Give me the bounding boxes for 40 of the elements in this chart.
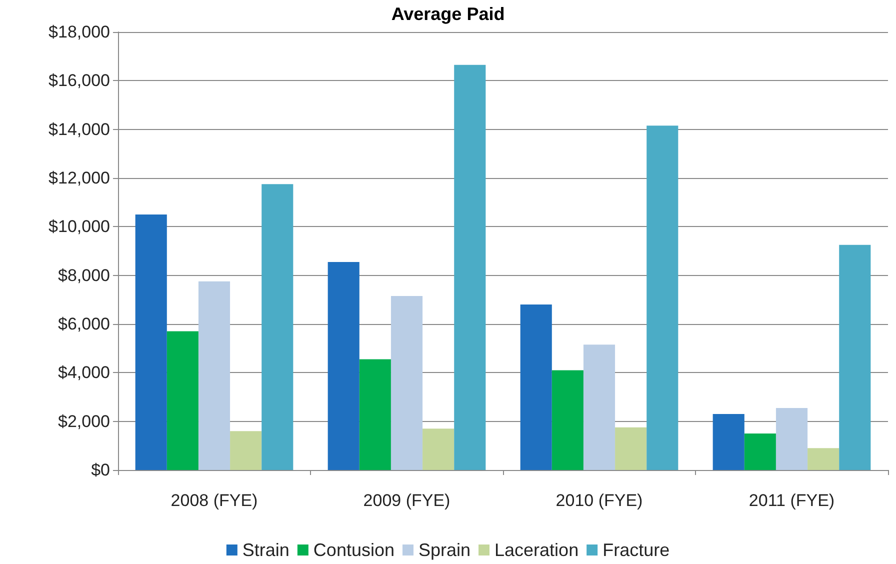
- y-tick-label: $6,000: [58, 314, 110, 334]
- legend-label: Laceration: [494, 540, 579, 560]
- bar: [520, 304, 552, 470]
- bar: [359, 359, 391, 470]
- bar: [135, 214, 167, 470]
- chart-title: Average Paid: [391, 4, 505, 24]
- bar: [328, 262, 360, 470]
- legend-label: Sprain: [418, 540, 471, 560]
- y-tick-label: $12,000: [48, 168, 110, 188]
- y-tick-label: $2,000: [58, 412, 110, 431]
- y-tick-label: $18,000: [48, 22, 110, 42]
- bar: [744, 434, 776, 470]
- bar: [776, 408, 808, 470]
- bar: [422, 428, 454, 470]
- legend-label: Strain: [242, 540, 290, 560]
- bar: [390, 296, 423, 470]
- x-tick-label: 2008 (FYE): [170, 491, 258, 510]
- bar: [583, 344, 616, 470]
- y-tick-label: $0: [91, 460, 110, 480]
- bar: [454, 64, 486, 470]
- x-tick-label: 2009 (FYE): [363, 491, 450, 510]
- bar: [230, 431, 262, 470]
- y-tick-label: $14,000: [48, 120, 110, 139]
- bar: [198, 281, 230, 470]
- bar: [552, 370, 584, 470]
- y-tick-label: $10,000: [48, 217, 110, 236]
- bar: [712, 414, 744, 470]
- y-tick-label: $4,000: [58, 363, 110, 382]
- y-tick-label: $16,000: [48, 71, 110, 90]
- legend-label: Contusion: [313, 540, 394, 560]
- y-tick-label: $8,000: [58, 266, 110, 285]
- bar: [839, 244, 871, 470]
- x-tick-label: 2010 (FYE): [556, 491, 643, 510]
- legend-label: Fracture: [602, 540, 670, 560]
- bar: [646, 126, 678, 470]
- bar: [262, 184, 294, 470]
- bar: [808, 448, 840, 470]
- bar: [166, 331, 198, 470]
- x-tick-label: 2011 (FYE): [748, 491, 835, 510]
- bar: [615, 427, 647, 470]
